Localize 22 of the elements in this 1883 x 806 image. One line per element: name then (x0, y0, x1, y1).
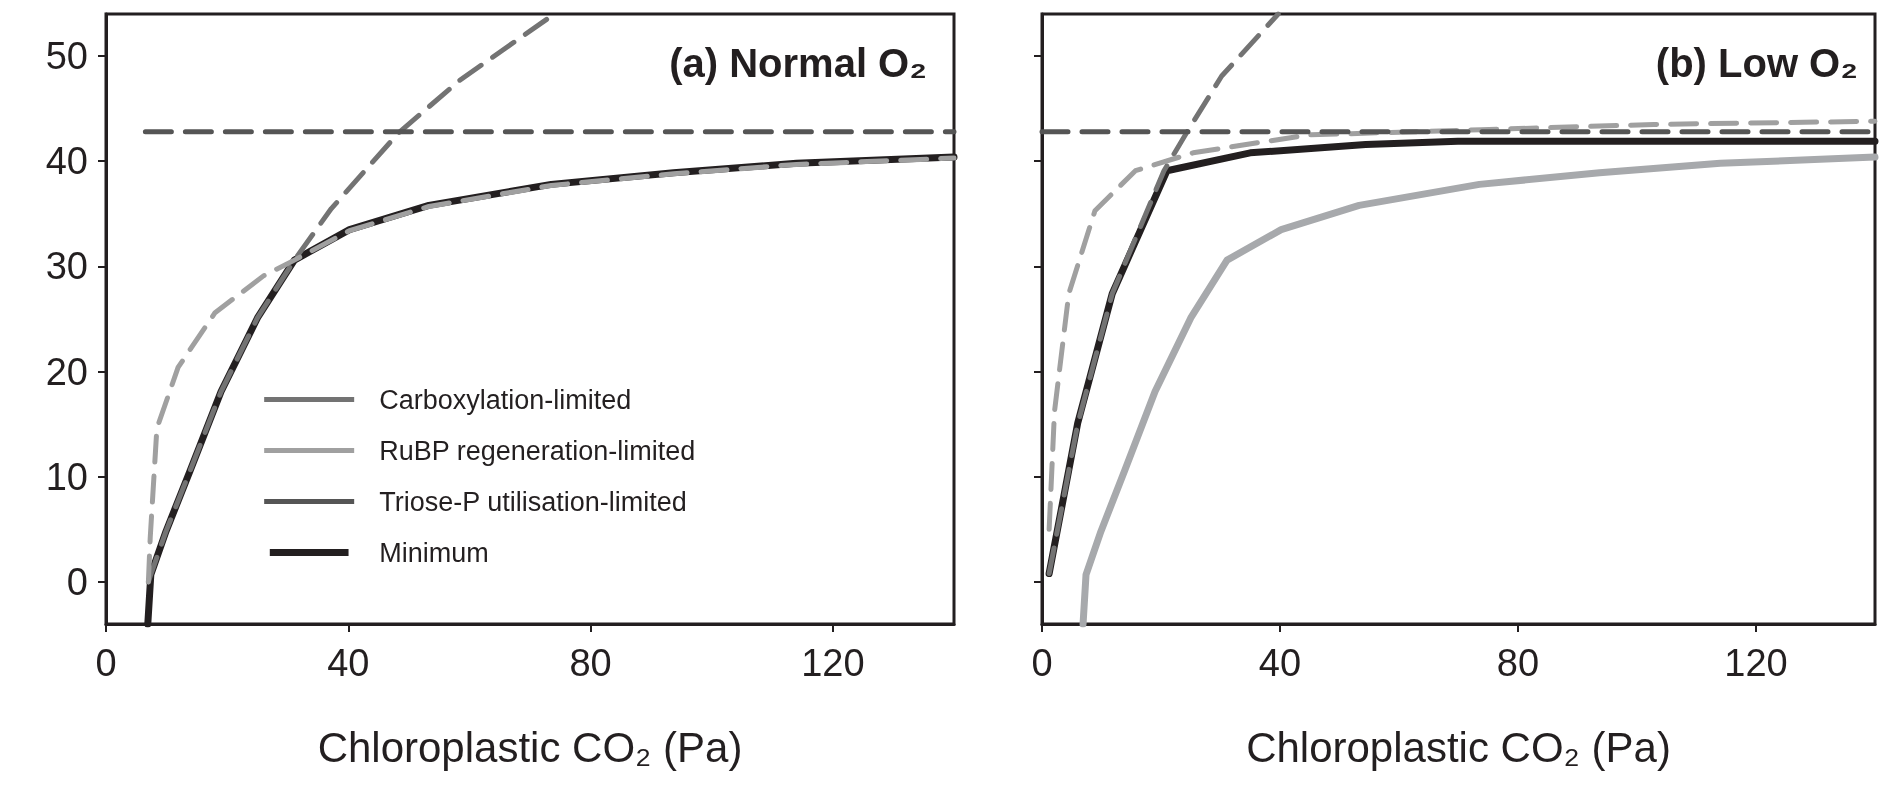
y-tick-label: 30 (45, 245, 88, 288)
x-tick-label: 40 (327, 642, 370, 684)
x-tick-label: 40 (1258, 642, 1302, 684)
y-tick-label: 20 (45, 350, 88, 393)
legend-label: Carboxylation-limited (379, 384, 632, 415)
y-tick-label: 50 (45, 35, 88, 78)
y-tick-label: 0 (66, 560, 88, 603)
x-axis-title: Chloroplastic CO₂ (Pa) (1246, 723, 1671, 771)
x-axis-title: Chloroplastic CO₂ (Pa) (317, 723, 743, 771)
x-tick-label: 80 (569, 642, 612, 684)
text: (a) Normal O₂ (669, 41, 927, 85)
legend-label: Minimum (379, 537, 489, 568)
text: (b) Low O₂ (1655, 41, 1858, 85)
x-tick-label: 120 (801, 642, 865, 684)
y-tick-label: 40 (45, 140, 88, 183)
legend-label: Triose-P utilisation-limited (379, 486, 687, 517)
y-tick-label: 10 (45, 455, 88, 498)
legend-label: RuBP regeneration-limited (379, 435, 696, 466)
x-tick-label: 80 (1496, 642, 1540, 684)
x-tick-label: 0 (1031, 642, 1053, 684)
x-tick-label: 120 (1724, 642, 1788, 684)
x-tick-label: 0 (95, 642, 117, 684)
